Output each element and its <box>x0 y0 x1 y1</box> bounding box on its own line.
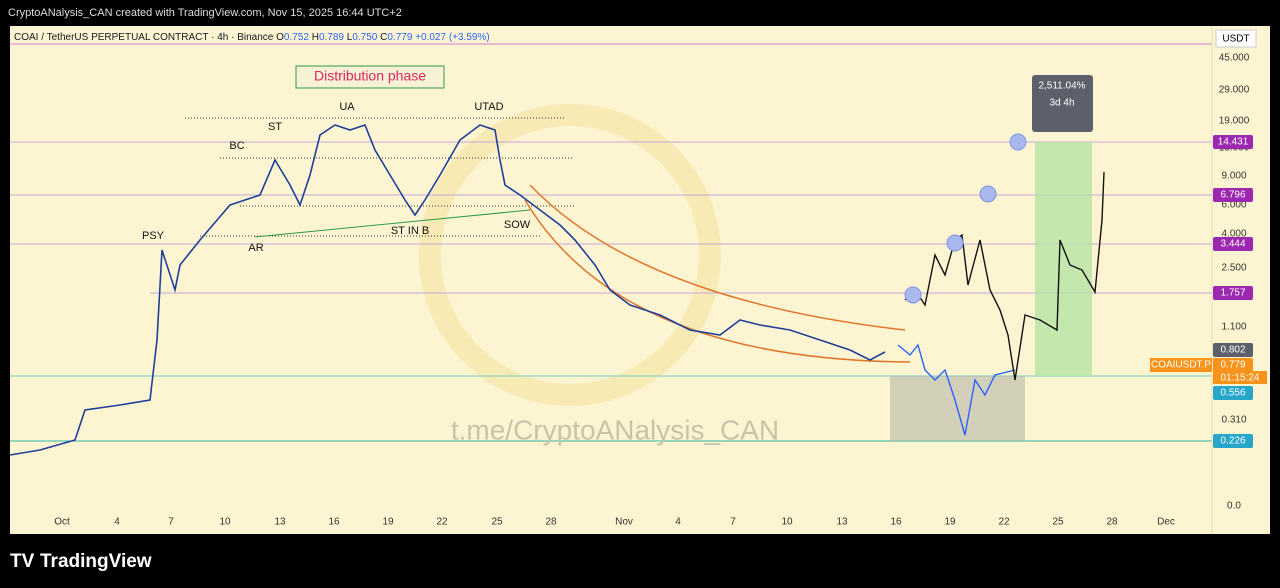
date-tick: 25 <box>1052 517 1064 528</box>
footer: TradingView TV <box>10 551 152 572</box>
price-tag-bg <box>1213 135 1253 149</box>
watermark-logo <box>419 104 721 406</box>
currency-box <box>1215 29 1257 48</box>
date-tick: 7 <box>168 517 174 528</box>
channel-lower <box>524 199 911 363</box>
wyckoff-label: BC <box>229 140 244 152</box>
date-tick: Nov <box>615 517 633 528</box>
date-tick: Oct <box>54 517 70 528</box>
symbol-tag-bg <box>1150 358 1212 372</box>
legend-part: +0.027 (+3.59%) <box>415 32 490 43</box>
price-tick: 29.000 <box>1219 85 1250 96</box>
price-tick: 45.000 <box>1219 53 1250 64</box>
price-tick: 4.000 <box>1221 229 1246 240</box>
price-tick: 1.100 <box>1221 322 1246 333</box>
price-tick: 19.000 <box>1219 116 1250 127</box>
date-tick: 7 <box>730 517 736 528</box>
currency: USDT <box>1222 34 1249 45</box>
date-tick: 22 <box>436 517 448 528</box>
legend-part: 0.789 <box>319 32 344 43</box>
timer: 01:15:24 <box>1221 373 1260 384</box>
price-tag: 1.757 <box>1220 288 1245 299</box>
points <box>904 133 1027 304</box>
watermark: t.me/CryptoANalysis_CAN <box>451 414 779 445</box>
brand: TradingView <box>40 551 152 572</box>
legend-part: C <box>380 32 387 43</box>
symbol-tag: COAIUSDT.P <box>1151 360 1211 371</box>
price-line <box>9 124 886 456</box>
phase-box <box>295 65 445 89</box>
price-tag-bg <box>1213 358 1253 372</box>
date-tick: Dec <box>1157 517 1175 528</box>
price-tag: 0.226 <box>1220 436 1245 447</box>
price-tag: 0.779 <box>1220 360 1245 371</box>
price-tag-bg <box>1213 237 1253 251</box>
projection-blue <box>897 343 1016 436</box>
date-tick: 10 <box>781 517 793 528</box>
legend-part: H <box>312 32 319 43</box>
measure-box <box>1032 75 1093 132</box>
legend-part: L <box>347 32 353 43</box>
price-tag-bg <box>1213 434 1253 448</box>
legend-part: COAI / TetherUS PERPETUAL CONTRACT · 4h … <box>14 32 274 43</box>
target-box <box>1035 142 1092 376</box>
measure-percent: 2,511.04% <box>1038 81 1085 92</box>
legend-part: 0.750 <box>352 32 377 43</box>
price-tag-bg <box>1213 286 1253 300</box>
date-tick: 19 <box>944 517 956 528</box>
wyckoff-label: ST <box>268 121 282 133</box>
price-tick: 9.000 <box>1221 171 1246 182</box>
price-tag: 6.796 <box>1220 190 1245 201</box>
price-tag-bg <box>1213 386 1253 400</box>
date-tick: 25 <box>491 517 503 528</box>
price-tag: 3.444 <box>1220 239 1245 250</box>
wyckoff-label: ST IN B <box>391 225 429 237</box>
wyckoff-label: SOW <box>504 219 531 231</box>
date-tick: 19 <box>382 517 394 528</box>
date-tick: 16 <box>890 517 902 528</box>
date-tick: 22 <box>998 517 1010 528</box>
date-tick: 28 <box>1106 517 1118 528</box>
logo: TV <box>10 551 35 572</box>
price-tag: 14.431 <box>1218 137 1249 148</box>
date-tick: 13 <box>836 517 848 528</box>
price-tag: 0.556 <box>1220 388 1245 399</box>
wyckoff-label: PSY <box>142 230 165 242</box>
legend-part: 0.752 <box>284 32 309 43</box>
measure-duration: 3d 4h <box>1049 98 1074 109</box>
header: CryptoANalysis_CAN created with TradingV… <box>8 7 402 19</box>
price-tag-bg <box>1213 188 1253 202</box>
wyckoff-label: UTAD <box>474 101 503 113</box>
date-tick: 16 <box>328 517 340 528</box>
date-tick: 13 <box>274 517 286 528</box>
legend-part: O <box>276 32 284 43</box>
projection-black <box>904 171 1105 381</box>
legend-part: 0.779 <box>387 32 412 43</box>
trend-line <box>254 209 531 238</box>
price-tick: 2.500 <box>1221 263 1246 274</box>
phase-label: Distribution phase <box>314 68 426 84</box>
timer-bg <box>1213 371 1267 384</box>
date-tick: 4 <box>675 517 681 528</box>
dotted-lines <box>185 117 575 237</box>
price-tick: 0.310 <box>1221 415 1246 426</box>
date-tick: 28 <box>545 517 557 528</box>
date-tick: 4 <box>114 517 120 528</box>
date-tick: 10 <box>219 517 231 528</box>
wyckoff-label: AR <box>248 242 263 254</box>
channel-upper <box>529 184 906 331</box>
price-tag-bg <box>1213 343 1253 357</box>
wyckoff-label: UA <box>339 101 355 113</box>
price-tag: 0.802 <box>1220 345 1245 356</box>
legend: COAI / TetherUS PERPETUAL CONTRACT · 4h … <box>14 32 490 43</box>
price-tick: 6.000 <box>1221 200 1246 211</box>
price-tick: 0.0 <box>1227 501 1241 512</box>
